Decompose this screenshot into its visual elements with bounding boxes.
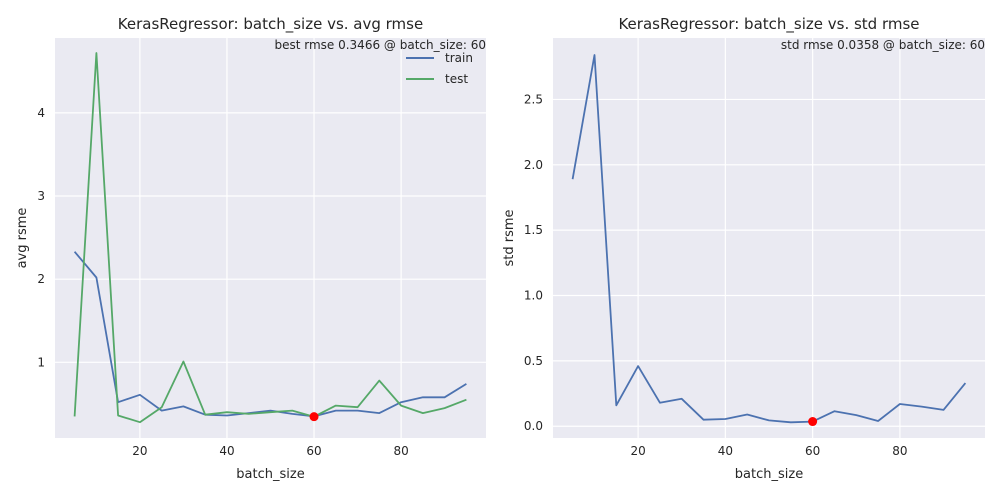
y-axis-label: std rsme — [502, 209, 517, 266]
best-point-marker — [808, 417, 818, 427]
series-line-train — [73, 251, 467, 418]
x-tick-label: 20 — [630, 444, 645, 458]
y-tick-label: 3 — [37, 189, 45, 203]
legend: train test — [406, 51, 473, 86]
y-tick-label: 2.0 — [524, 158, 543, 172]
legend-label: test — [445, 72, 468, 86]
annotation-text: best rmse 0.3466 @ batch_size: 60 — [274, 38, 486, 52]
y-axis-label: avg rsme — [15, 208, 30, 269]
x-axis-label: batch_size — [735, 467, 803, 482]
x-tick-label: 40 — [219, 444, 234, 458]
y-tick-label: 1.5 — [524, 223, 543, 237]
y-tick-label: 0.0 — [524, 419, 543, 433]
y-tick-label: 0.5 — [524, 354, 543, 368]
plot-background — [553, 38, 985, 438]
y-tick-label: 2 — [37, 272, 45, 286]
x-tick-label: 60 — [805, 444, 820, 458]
chart-2: 20 40 60 80 0.0 0.5 1.0 1.5 2.0 2.5 KerasRegressor… — [502, 15, 985, 482]
chart-1: 20 40 60 80 1 2 3 4 KerasRegressor: batch_size v… — [15, 15, 486, 482]
legend-label: train — [445, 51, 473, 65]
plot-background — [55, 38, 486, 438]
x-tick-label: 40 — [718, 444, 733, 458]
x-tick-label: 60 — [306, 444, 321, 458]
x-axis-label: batch_size — [236, 467, 304, 482]
best-point-marker — [309, 412, 319, 422]
series-line-1 — [571, 54, 967, 424]
y-tick-label: 1.0 — [524, 289, 543, 303]
y-tick-label: 2.5 — [524, 92, 543, 106]
x-tick-label: 80 — [892, 444, 907, 458]
y-tick-label: 4 — [37, 106, 45, 120]
x-tick-label: 20 — [132, 444, 147, 458]
annotation-text: std rmse 0.0358 @ batch_size: 60 — [781, 38, 985, 52]
y-tick-label: 1 — [37, 355, 45, 369]
series-line-test — [73, 52, 467, 424]
x-tick-label: 80 — [393, 444, 408, 458]
chart-title: KerasRegressor: batch_size vs. avg rmse — [118, 15, 423, 34]
chart-title: KerasRegressor: batch_size vs. std rmse — [618, 15, 919, 34]
